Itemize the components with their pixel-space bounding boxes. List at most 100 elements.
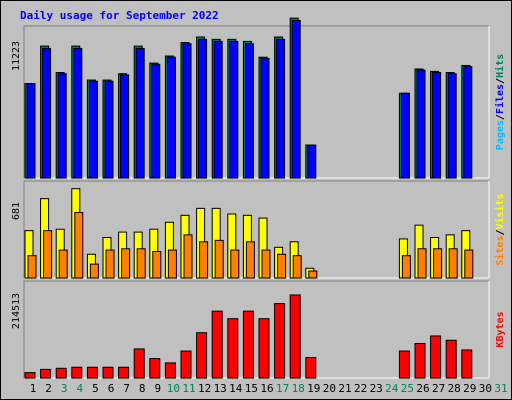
bar-sites-day-11 [183, 234, 193, 279]
x-tick-label-17: 17 [276, 382, 289, 395]
bar-kbytes-day-6 [102, 366, 114, 379]
bar-kbytes-day-5 [86, 366, 98, 379]
bar-kbytes-day-14 [227, 318, 239, 379]
bar-sites-day-6 [105, 249, 115, 279]
bar-sites-day-17 [277, 253, 287, 279]
bar-files-day-26 [416, 69, 426, 179]
x-tick-label-31: 31 [494, 382, 507, 395]
bar-sites-day-14 [230, 249, 240, 279]
bar-files-day-4 [73, 47, 83, 179]
bar-sites-day-16 [261, 249, 271, 279]
bar-sites-day-27 [433, 248, 443, 279]
bar-sites-day-18 [292, 255, 302, 279]
series-axis-label: Sites/Visits [494, 193, 506, 265]
bar-kbytes-day-26 [414, 342, 426, 379]
bar-kbytes-day-13 [211, 310, 223, 379]
bar-files-day-7 [120, 74, 130, 179]
x-tick-label-27: 27 [432, 382, 445, 395]
x-tick-label-26: 26 [416, 382, 429, 395]
bar-sites-day-5 [89, 263, 99, 279]
bar-kbytes-day-9 [149, 358, 161, 379]
bar-kbytes-day-15 [242, 310, 254, 379]
bar-files-day-19 [307, 144, 317, 179]
bar-sites-day-4 [74, 212, 84, 279]
bar-kbytes-day-11 [180, 350, 192, 379]
bar-files-day-1 [26, 83, 36, 179]
bar-sites-day-13 [214, 239, 224, 279]
x-tick-label-4: 4 [76, 382, 83, 395]
bar-files-day-9 [151, 63, 161, 179]
x-tick-label-10: 10 [167, 382, 180, 395]
bar-files-day-29 [463, 66, 473, 179]
label-separator: / [495, 78, 506, 84]
panel-visits-sites: 681 Sites/Visits [11, 180, 506, 279]
x-tick-label-2: 2 [45, 382, 52, 395]
panel-hits-files: 11223 Pages/Files/Hits [11, 17, 506, 179]
bar-files-day-15 [244, 43, 254, 179]
x-tick-label-7: 7 [123, 382, 130, 395]
bar-sites-day-8 [136, 248, 146, 279]
bar-kbytes-day-19 [305, 357, 317, 379]
chart-title: Daily usage for September 2022 [20, 9, 219, 22]
label-separator: / [495, 229, 506, 235]
panel-kbytes: 214513 KBytes [11, 280, 506, 379]
bar-files-day-25 [400, 92, 410, 179]
bar-files-day-27 [432, 72, 442, 179]
x-tick-label-18: 18 [292, 382, 305, 395]
bar-kbytes-day-4 [71, 366, 83, 379]
bar-kbytes-day-29 [461, 349, 473, 379]
x-tick-label-24: 24 [385, 382, 399, 395]
x-tick-label-8: 8 [139, 382, 146, 395]
x-tick-label-28: 28 [448, 382, 461, 395]
x-tick-label-22: 22 [354, 382, 367, 395]
x-tick-label-14: 14 [229, 382, 243, 395]
bar-sites-day-19 [308, 270, 318, 279]
bar-sites-day-26 [417, 248, 427, 279]
x-tick-label-20: 20 [323, 382, 336, 395]
x-tick-label-16: 16 [260, 382, 273, 395]
x-tick-label-9: 9 [154, 382, 161, 395]
x-tick-label-1: 1 [30, 382, 37, 395]
bar-kbytes-day-10 [164, 362, 176, 379]
x-tick-label-3: 3 [61, 382, 68, 395]
y-max-label: 681 [11, 202, 22, 220]
bar-kbytes-day-2 [40, 368, 52, 379]
series-label-files: Files [494, 84, 506, 114]
x-tick-label-6: 6 [108, 382, 115, 395]
bar-kbytes-day-7 [118, 366, 130, 379]
bar-kbytes-day-16 [258, 318, 270, 379]
bar-sites-day-10 [167, 249, 177, 279]
bar-kbytes-day-12 [196, 332, 208, 379]
x-tick-label-19: 19 [307, 382, 320, 395]
series-label-hits: Hits [494, 54, 506, 78]
x-tick-label-29: 29 [463, 382, 476, 395]
x-tick-label-13: 13 [214, 382, 227, 395]
x-tick-label-5: 5 [92, 382, 99, 395]
bar-kbytes-day-3 [55, 367, 67, 379]
series-axis-label: Pages/Files/Hits [494, 54, 506, 150]
series-label-kbytes: KBytes [495, 311, 506, 347]
bar-sites-day-25 [401, 255, 411, 279]
bar-sites-day-1 [27, 255, 37, 279]
x-tick-label-15: 15 [245, 382, 258, 395]
series-label-sites: Sites [494, 236, 506, 266]
bar-sites-day-12 [199, 241, 209, 279]
x-tick-label-11: 11 [182, 382, 195, 395]
bar-files-day-17 [276, 38, 286, 179]
y-max-label: 214513 [11, 293, 22, 329]
bar-files-day-13 [213, 40, 223, 179]
bar-kbytes-day-25 [398, 350, 410, 379]
bar-files-day-14 [229, 40, 239, 179]
bar-sites-day-9 [152, 251, 162, 279]
y-max-label: 11223 [11, 41, 22, 71]
series-axis-label: KBytes [495, 311, 506, 347]
bar-files-day-10 [166, 56, 176, 179]
bar-files-day-8 [135, 47, 145, 179]
x-tick-label-21: 21 [338, 382, 351, 395]
bar-kbytes-day-8 [133, 348, 145, 379]
label-separator: / [495, 114, 506, 120]
bar-files-day-28 [447, 73, 457, 179]
bar-files-day-5 [88, 80, 98, 179]
